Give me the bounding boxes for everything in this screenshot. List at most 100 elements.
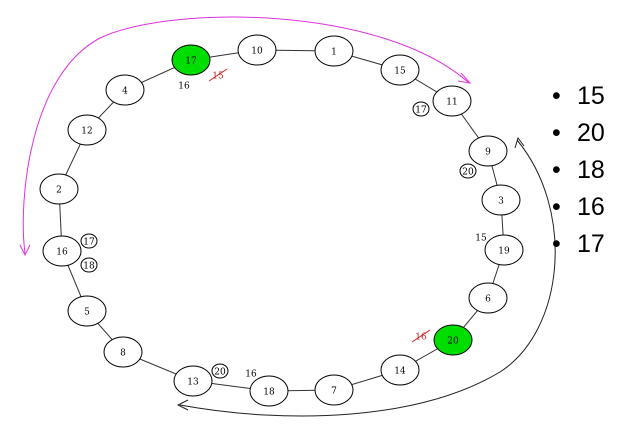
node-label: 14 xyxy=(394,367,406,377)
node-circle xyxy=(314,374,354,406)
ring-node-2: 2 xyxy=(39,173,79,205)
bullet-text: 17 xyxy=(577,230,605,258)
annotation-a-17-near-11: 17 xyxy=(412,101,430,117)
ring-node-13: 13 xyxy=(173,365,213,397)
annotation-a-16-struck-near-20: 16 xyxy=(411,329,431,343)
ring-node-1: 1 xyxy=(314,35,354,67)
node-label: 9 xyxy=(485,148,491,158)
ring-node-16: 16 xyxy=(42,235,82,267)
ring-node-7: 7 xyxy=(314,374,354,406)
node-circle xyxy=(42,235,82,267)
ring-node-14: 14 xyxy=(380,354,420,386)
node-label: 2 xyxy=(56,186,62,196)
ring-node-6: 6 xyxy=(468,282,508,314)
bullet-dot: • xyxy=(552,193,561,221)
node-label: 11 xyxy=(446,98,457,108)
annotation-a-20-near-9: 20 xyxy=(459,163,477,179)
bullet-text: 20 xyxy=(577,119,605,147)
node-circle xyxy=(468,135,508,167)
annotation-a-15-near-19: 15 xyxy=(475,234,487,244)
pink-arrowhead-bottom xyxy=(19,244,31,257)
annotation-text: 16 xyxy=(178,82,190,92)
node-label: 7 xyxy=(331,387,337,397)
ring-node-11: 11 xyxy=(432,85,472,117)
node-label: 4 xyxy=(122,87,128,97)
annotation-a-16-near-18: 16 xyxy=(245,370,257,380)
bullet-item: • 17 xyxy=(552,226,605,263)
ring-node-20: 20 xyxy=(433,324,473,356)
node-circle xyxy=(67,295,107,327)
node-label: 16 xyxy=(56,248,68,258)
node-circle xyxy=(171,44,211,76)
node-label: 17 xyxy=(185,57,197,67)
node-circle xyxy=(433,324,473,356)
annotation-text: 16 xyxy=(415,333,427,343)
node-label: 12 xyxy=(81,127,92,137)
bullet-dot: • xyxy=(552,119,561,147)
bullet-list: • 15 • 20 • 18 • 16 • 17 xyxy=(552,78,605,263)
bullet-text: 18 xyxy=(577,156,605,184)
node-circle xyxy=(237,34,277,66)
ring-node-15: 15 xyxy=(380,54,420,86)
annotation-text: 15 xyxy=(475,234,487,244)
node-circle xyxy=(103,336,143,368)
node-circle xyxy=(173,365,213,397)
node-circle xyxy=(105,74,145,106)
bullet-text: 15 xyxy=(577,82,605,110)
bullet-dot: • xyxy=(552,230,561,258)
node-circle xyxy=(39,173,79,205)
node-circle xyxy=(380,354,420,386)
annotation-text: 20 xyxy=(214,368,226,378)
ring-node-19: 19 xyxy=(484,234,524,266)
node-label: 10 xyxy=(251,47,263,57)
ring-node-10: 10 xyxy=(237,34,277,66)
pink-curved-arrow xyxy=(22,16,469,254)
node-label: 15 xyxy=(394,67,406,77)
node-label: 8 xyxy=(120,349,126,359)
bullet-item: • 20 xyxy=(552,115,605,152)
node-label: 19 xyxy=(498,247,510,257)
annotation-a-18-near-16: 18 xyxy=(80,257,98,273)
annotation-a-20-near-13: 20 xyxy=(211,363,229,379)
annotation-text: 18 xyxy=(83,262,95,272)
annotation-text: 17 xyxy=(415,106,427,116)
node-label: 5 xyxy=(84,308,90,318)
ring-node-8: 8 xyxy=(103,336,143,368)
node-circle xyxy=(468,282,508,314)
annotation-circle xyxy=(80,257,98,273)
pink-arrowhead-top xyxy=(457,72,472,84)
annotation-circle xyxy=(459,163,477,179)
ring-node-9: 9 xyxy=(468,135,508,167)
ring-node-18: 18 xyxy=(249,375,289,407)
node-circle xyxy=(484,234,524,266)
node-label: 18 xyxy=(263,388,275,398)
strike-line xyxy=(411,329,431,343)
ring-node-17: 17 xyxy=(171,44,211,76)
node-circle xyxy=(481,184,521,216)
node-circle xyxy=(380,54,420,86)
node-label: 13 xyxy=(187,378,199,388)
annotation-a-15-struck: 15 xyxy=(208,68,228,82)
node-label: 3 xyxy=(498,197,504,207)
bullet-dot: • xyxy=(552,82,561,110)
bullet-item: • 15 xyxy=(552,78,605,115)
node-circle xyxy=(249,375,289,407)
bullet-text: 16 xyxy=(577,193,605,221)
annotation-circle xyxy=(211,363,229,379)
bullet-item: • 18 xyxy=(552,152,605,189)
bullet-item: • 16 xyxy=(552,189,605,226)
black-arrowhead-top xyxy=(514,136,525,149)
annotation-circle xyxy=(80,233,98,249)
ring-node-4: 4 xyxy=(105,74,145,106)
annotation-a-17-near-16: 17 xyxy=(80,233,98,249)
node-label: 6 xyxy=(485,295,491,305)
bullet-dot: • xyxy=(552,156,561,184)
node-label: 20 xyxy=(447,337,459,347)
node-circle xyxy=(432,85,472,117)
ring-node-12: 12 xyxy=(67,114,107,146)
ring-nodes: 10 1 15 11 9 3 19 6 20 14 7 18 13 8 5 16 2 12 4 17 xyxy=(39,34,524,407)
annotation-text: 20 xyxy=(462,168,474,178)
annotation-text: 15 xyxy=(212,72,224,82)
